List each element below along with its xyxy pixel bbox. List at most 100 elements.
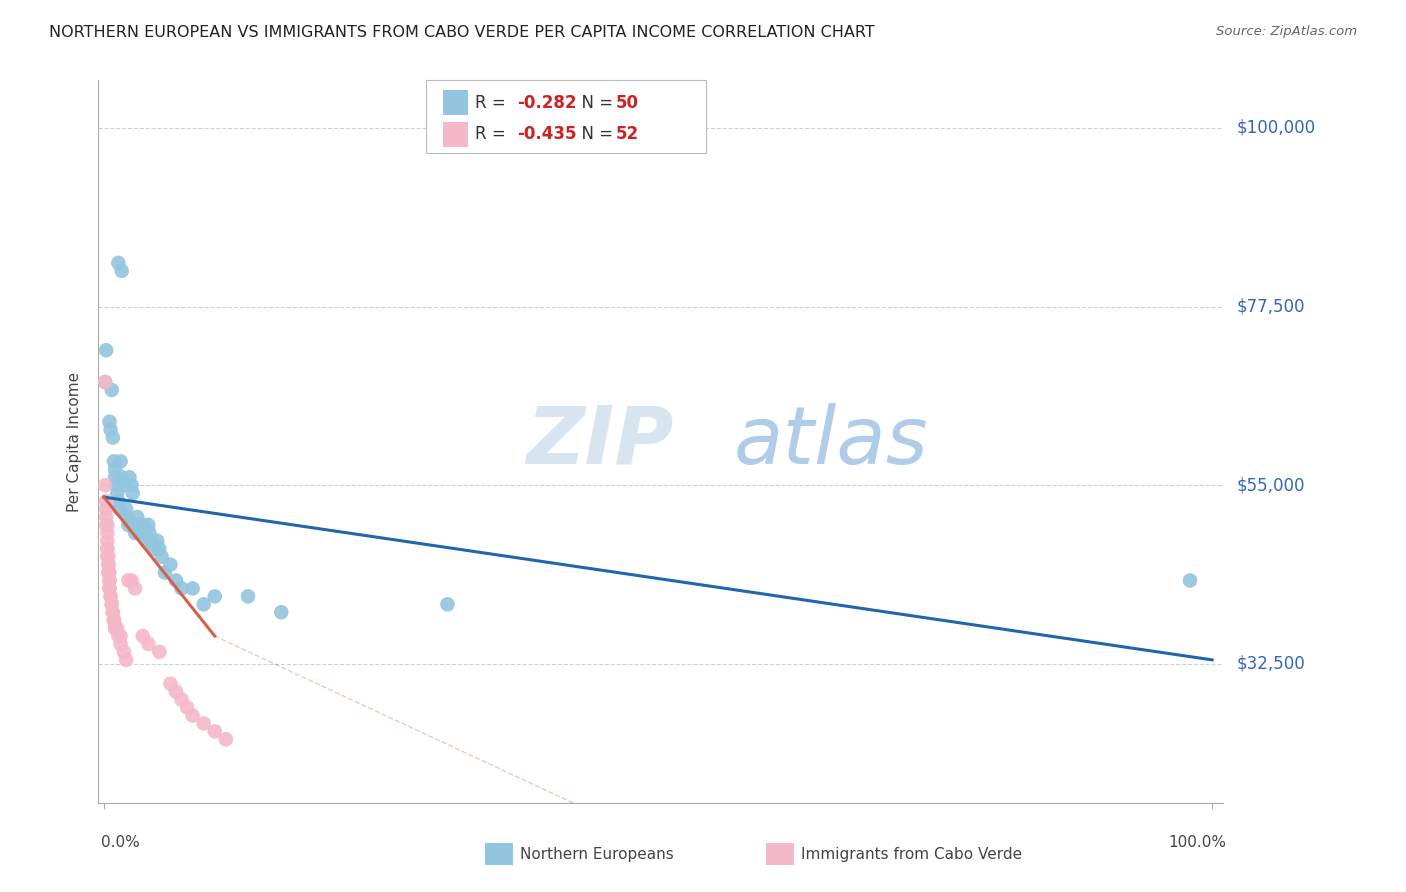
Point: [159, 676, 181, 690]
Point: [115, 510, 138, 524]
Point: [170, 582, 193, 596]
Point: [132, 629, 155, 643]
Point: [96, 502, 118, 516]
Point: [165, 574, 187, 588]
Point: [148, 645, 170, 659]
Point: [98, 566, 121, 580]
Point: [96, 549, 118, 564]
Point: [142, 541, 165, 556]
Point: [153, 566, 176, 580]
Point: [97, 549, 120, 564]
Point: [148, 541, 170, 556]
Point: [96, 541, 118, 556]
Point: [124, 525, 146, 540]
Point: [176, 700, 198, 714]
Point: [117, 517, 139, 532]
Point: [97, 558, 120, 572]
Point: [170, 692, 193, 706]
Point: [115, 653, 138, 667]
Text: 52: 52: [616, 125, 638, 143]
Point: [236, 590, 259, 604]
Text: $55,000: $55,000: [1237, 476, 1306, 494]
Point: [215, 732, 238, 747]
Point: [105, 486, 128, 500]
Point: [100, 590, 122, 604]
Point: [96, 510, 118, 524]
Point: [111, 470, 134, 484]
Point: [150, 549, 173, 564]
Text: Immigrants from Cabo Verde: Immigrants from Cabo Verde: [801, 847, 1022, 862]
Point: [121, 478, 143, 492]
Point: [436, 597, 458, 611]
Point: [204, 724, 226, 739]
Point: [110, 629, 132, 643]
Text: ZIP: ZIP: [526, 402, 673, 481]
Point: [141, 533, 163, 548]
Text: N =: N =: [571, 125, 619, 143]
Text: R =: R =: [475, 94, 512, 112]
Point: [118, 470, 141, 484]
Point: [108, 502, 131, 516]
Point: [107, 629, 129, 643]
Point: [97, 558, 120, 572]
Point: [96, 517, 118, 532]
Point: [104, 462, 127, 476]
Point: [104, 621, 127, 635]
Point: [100, 383, 122, 397]
Point: [94, 478, 117, 492]
Text: 0.0%: 0.0%: [101, 836, 141, 850]
Point: [103, 454, 125, 468]
Point: [117, 574, 139, 588]
Point: [104, 470, 127, 484]
Point: [136, 637, 159, 651]
Point: [132, 517, 155, 532]
Text: $77,500: $77,500: [1237, 298, 1306, 316]
Point: [165, 684, 187, 698]
Point: [101, 605, 124, 619]
Point: [96, 494, 118, 508]
Point: [94, 375, 117, 389]
Point: [122, 517, 145, 532]
Point: [96, 533, 118, 548]
Point: [98, 415, 121, 429]
Point: [103, 613, 125, 627]
Point: [96, 525, 118, 540]
Point: [121, 486, 143, 500]
Point: [270, 605, 292, 619]
Point: [96, 343, 118, 358]
Point: [132, 525, 155, 540]
Text: Source: ZipAtlas.com: Source: ZipAtlas.com: [1216, 25, 1357, 38]
Point: [101, 431, 124, 445]
Point: [111, 264, 134, 278]
Point: [193, 597, 215, 611]
Point: [204, 590, 226, 604]
Point: [138, 525, 160, 540]
Point: [159, 558, 181, 572]
Point: [101, 605, 124, 619]
Point: [115, 502, 138, 516]
Point: [98, 574, 121, 588]
Point: [107, 494, 129, 508]
Point: [94, 375, 117, 389]
Point: [103, 613, 125, 627]
Text: $32,500: $32,500: [1237, 655, 1306, 673]
Text: 100.0%: 100.0%: [1168, 836, 1226, 850]
Point: [124, 582, 146, 596]
Point: [100, 423, 122, 437]
Point: [112, 645, 135, 659]
Text: Northern Europeans: Northern Europeans: [520, 847, 673, 862]
Text: R =: R =: [475, 125, 512, 143]
Point: [1178, 574, 1201, 588]
Text: -0.435: -0.435: [517, 125, 576, 143]
Point: [98, 582, 121, 596]
Point: [110, 454, 132, 468]
Point: [127, 510, 149, 524]
Text: N =: N =: [571, 94, 619, 112]
Y-axis label: Per Capita Income: Per Capita Income: [67, 371, 83, 512]
Point: [96, 517, 118, 532]
Point: [112, 478, 135, 492]
Text: $100,000: $100,000: [1237, 119, 1316, 136]
Text: -0.282: -0.282: [517, 94, 576, 112]
Point: [136, 517, 159, 532]
Point: [146, 533, 169, 548]
